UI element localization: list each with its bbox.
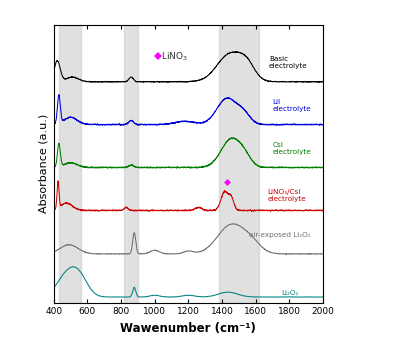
Text: LiI
electrolyte: LiI electrolyte	[272, 99, 311, 112]
X-axis label: Wawenumber (cm⁻¹): Wawenumber (cm⁻¹)	[120, 322, 256, 335]
Text: air-exposed Li₂O₂: air-exposed Li₂O₂	[248, 231, 310, 237]
Text: LiNO₃/CsI
electrolyte: LiNO₃/CsI electrolyte	[267, 189, 306, 201]
Text: Basic
electrolyte: Basic electrolyte	[268, 56, 307, 69]
Text: Li₂O₂: Li₂O₂	[280, 290, 297, 296]
Bar	[59, 25, 81, 303]
Text: CsI
electrolyte: CsI electrolyte	[272, 142, 311, 155]
Bar	[124, 25, 138, 303]
Text: LiNO$_3$: LiNO$_3$	[161, 50, 188, 63]
Bar	[218, 25, 259, 303]
Y-axis label: Absorbance (a.u.): Absorbance (a.u.)	[38, 114, 48, 213]
